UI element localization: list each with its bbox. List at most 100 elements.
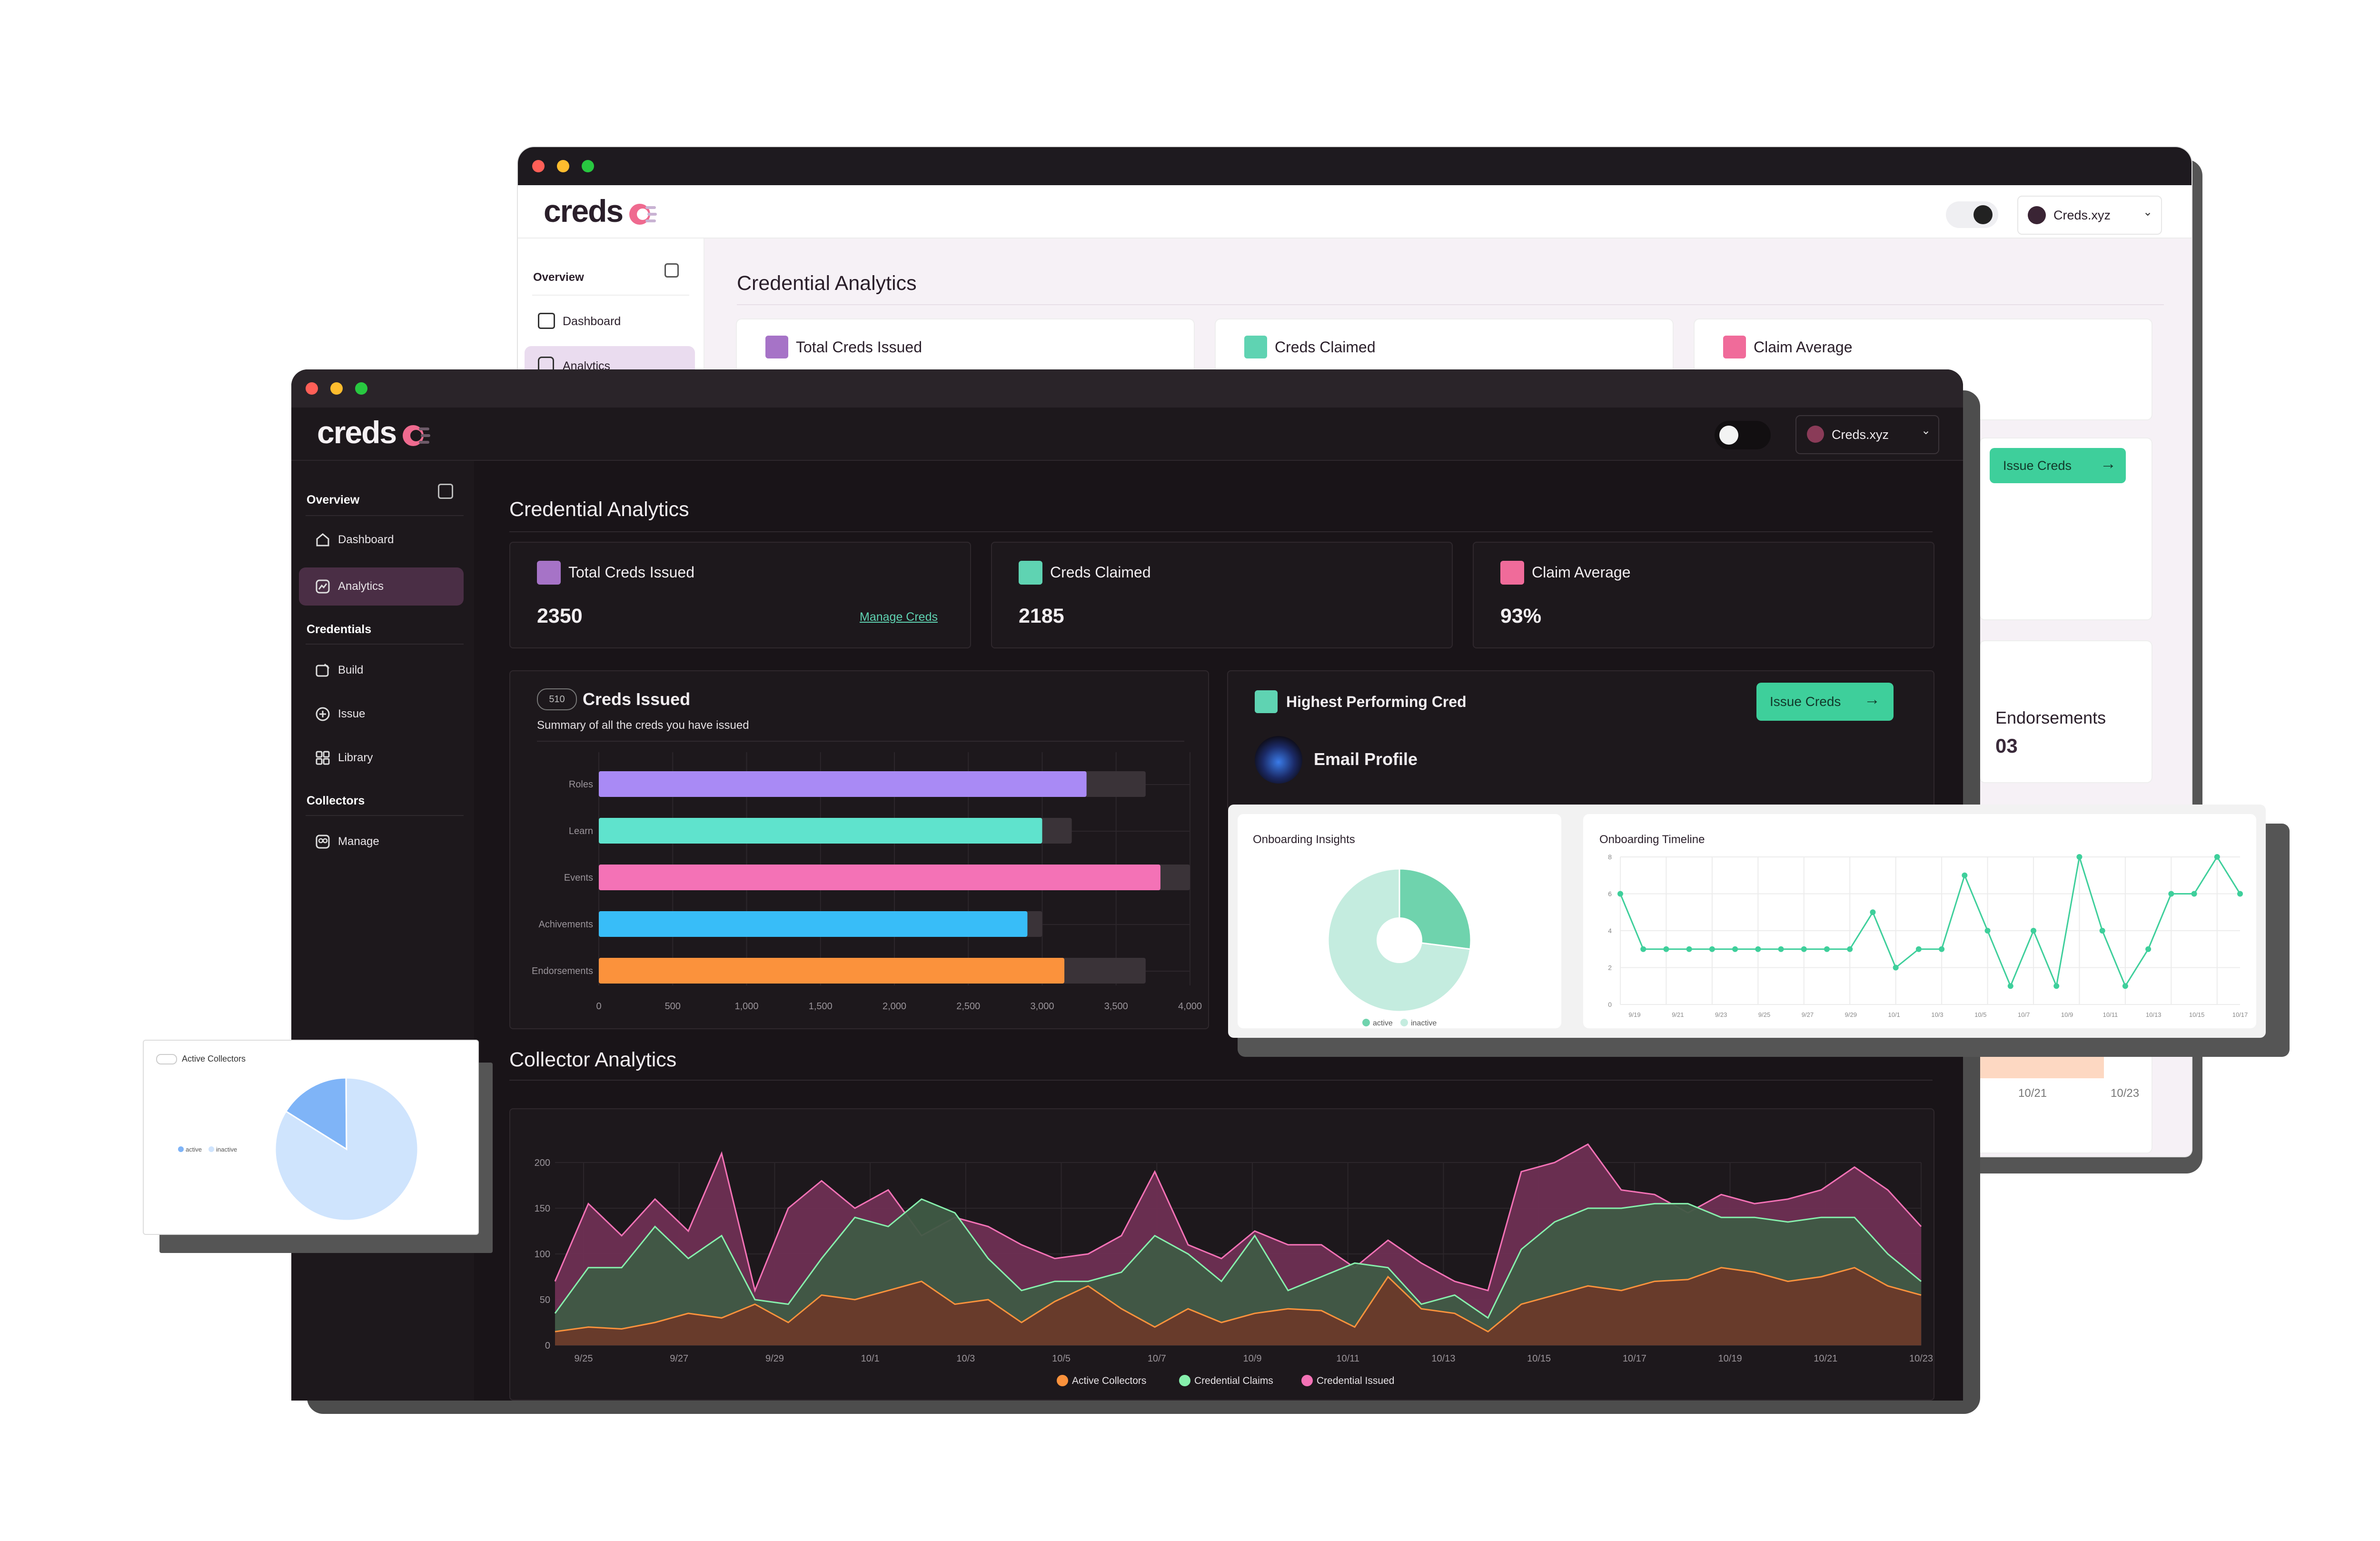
x-tick-label: 10/13 [1431, 1353, 1455, 1364]
line-credential-claims [554, 1198, 1922, 1319]
endorsements-value: 03 [1995, 735, 2018, 757]
legend-label: active [1373, 1019, 1393, 1027]
timeline-point [2099, 928, 2105, 934]
area-active-collectors [555, 1267, 1921, 1345]
divider [306, 515, 464, 516]
y-tick-label: 2 [1608, 964, 1612, 972]
timeline-point [1617, 891, 1623, 897]
divider [532, 295, 689, 296]
x-tick-label: 500 [665, 1001, 681, 1012]
issue-creds-button[interactable]: Issue Creds → [1756, 683, 1894, 721]
stat-card-average: Claim Average 93% [1473, 542, 1934, 648]
timeline-point [2122, 983, 2128, 989]
legend-swatch [1301, 1375, 1313, 1386]
maximize-dot[interactable] [355, 382, 367, 395]
stat-value: 2350 [537, 605, 583, 627]
onboarding-pie-chart: active inactive [1327, 868, 1472, 1027]
legend-swatch [1057, 1375, 1068, 1386]
x-tick-label: 2,500 [956, 1001, 980, 1012]
legend-label: Active Collectors [1072, 1375, 1146, 1386]
endorsements-card: Endorsements 03 [1980, 641, 2152, 782]
sidebar-item-analytics[interactable]: Analytics [299, 567, 464, 606]
x-tick-label: 3,000 [1030, 1001, 1054, 1012]
legend-swatch [178, 1146, 184, 1152]
minimize-dot[interactable] [330, 382, 343, 395]
sidebar-item-manage[interactable]: Manage [299, 823, 464, 861]
sidebar-item-label: Manage [338, 835, 379, 848]
logo[interactable]: creds [544, 193, 624, 229]
arrow-right-icon: → [1864, 690, 1880, 708]
overview-label: Overview [307, 493, 360, 507]
creds-issued-subtitle: Summary of all the creds you have issued [537, 719, 749, 732]
collapse-sidebar-icon[interactable] [438, 484, 453, 499]
sidebar-item-label: Build [338, 664, 364, 676]
creds-bar-chart: 0 500 1,000 1,500 2,000 2,500 3,000 3,500 4,000 R… [532, 752, 1202, 1012]
x-tick-label: 10/5 [1974, 1011, 1986, 1018]
issue-creds-label: Issue Creds [1770, 694, 1841, 709]
x-tick-label: 9/27 [670, 1353, 688, 1364]
home-icon [316, 533, 329, 547]
x-tick-label: 9/29 [765, 1353, 784, 1364]
plus-circle-icon [316, 707, 330, 721]
timeline-point [1870, 909, 1876, 915]
legend-swatch [1400, 1019, 1408, 1026]
x-tick-label: 4,000 [1178, 1001, 1202, 1012]
endorsements-label: Endorsements [1995, 708, 2106, 727]
legend-swatch [208, 1146, 214, 1152]
legend-label: Credential Claims [1194, 1375, 1273, 1386]
x-tick-label: 10/15 [2189, 1011, 2205, 1018]
logo[interactable]: creds [317, 415, 397, 450]
sidebar-item-dashboard[interactable]: Dashboard [563, 315, 621, 328]
chevron-down-icon: ⌄ [1921, 424, 1931, 437]
x-tick-label: 3,500 [1104, 1001, 1128, 1012]
theme-toggle[interactable] [1715, 421, 1771, 449]
timeline-point [2214, 854, 2220, 860]
issue-creds-label: Issue Creds [2003, 458, 2072, 473]
sidebar-item-label: Analytics [338, 580, 384, 593]
manage-creds-link[interactable]: Manage Creds [860, 610, 938, 624]
stat-card-claimed: Creds Claimed 2185 [991, 542, 1453, 648]
overview-label: Overview [533, 271, 584, 284]
highest-performing-card: Highest Performing Cred Issue Creds → Em… [1227, 670, 1934, 810]
y-tick-label: 6 [1608, 890, 1612, 898]
sidebar-item-dashboard[interactable]: Dashboard [299, 521, 464, 559]
sidebar-item-library[interactable]: Library [299, 739, 464, 777]
timeline-point [1732, 946, 1738, 952]
stat-swatch [1500, 561, 1524, 585]
divider [306, 815, 464, 816]
moon-icon [1719, 426, 1738, 445]
x-tick-label: 0 [596, 1001, 601, 1012]
x-tick: 10/21 [2018, 1087, 2047, 1100]
bar-learn [599, 818, 1042, 844]
count-badge: 510 [537, 688, 577, 710]
theme-toggle[interactable] [1946, 201, 1998, 228]
sidebar-item-build[interactable]: Build [299, 651, 464, 689]
collapse-sidebar-icon[interactable] [664, 263, 679, 278]
account-selector[interactable]: Creds.xyz ⌄ [1795, 415, 1939, 454]
x-tick-label: 10/21 [1814, 1353, 1837, 1364]
grid-icon [316, 751, 330, 765]
stat-label: Total Creds Issued [568, 564, 695, 581]
x-tick-label: 10/3 [1931, 1011, 1943, 1018]
maximize-dot[interactable] [582, 160, 594, 172]
close-dot[interactable] [306, 382, 318, 395]
stat-swatch [765, 336, 788, 358]
x-tick-label: 2,000 [883, 1001, 906, 1012]
x-tick-label: 9/25 [575, 1353, 593, 1364]
close-dot[interactable] [532, 160, 545, 172]
timeline-point [2145, 946, 2152, 952]
x-tick-label: 10/17 [2232, 1011, 2248, 1018]
credentials-label: Credentials [307, 623, 372, 636]
x-tick-label: 10/9 [2061, 1011, 2073, 1018]
account-selector[interactable]: Creds.xyz ⌄ [2017, 196, 2162, 235]
minimize-dot[interactable] [557, 160, 569, 172]
active-collectors-card: Active Collectors active inactive [144, 1041, 478, 1234]
x-tick-label: 10/17 [1623, 1353, 1646, 1364]
issue-creds-button[interactable]: Issue Creds → [1990, 448, 2126, 483]
account-avatar [1807, 426, 1824, 443]
creds-issued-card: 510 Creds Issued Summary of all the cred… [509, 670, 1209, 1029]
sidebar-item-label: Library [338, 751, 373, 764]
sidebar-item-issue[interactable]: Issue [299, 695, 464, 733]
sidebar-item-label: Dashboard [338, 533, 394, 546]
front-window: creds Creds.xyz ⌄ Overview Dashboard Ana… [291, 369, 1963, 1401]
